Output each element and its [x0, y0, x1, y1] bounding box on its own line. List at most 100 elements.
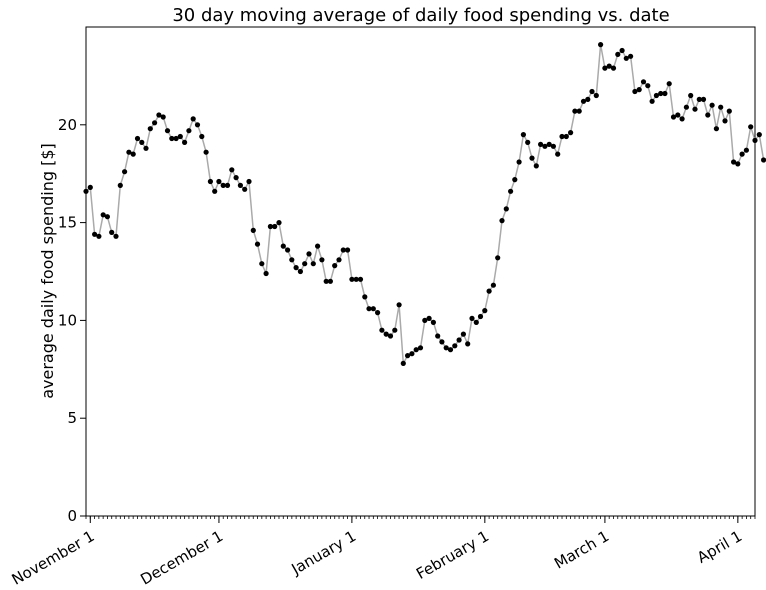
data-point	[134, 135, 141, 142]
data-point	[246, 178, 252, 185]
data-point	[212, 188, 218, 194]
data-point	[336, 257, 342, 263]
data-point	[327, 278, 333, 284]
data-point	[572, 108, 578, 114]
data-point	[756, 132, 762, 138]
data-point	[593, 92, 599, 99]
data-point	[460, 331, 466, 337]
data-point	[156, 112, 162, 118]
data-point	[666, 81, 672, 87]
data-point	[713, 126, 720, 132]
data-point	[430, 319, 436, 325]
data-point	[731, 159, 737, 165]
data-point	[143, 145, 149, 151]
data-point	[315, 243, 321, 249]
data-point	[679, 116, 685, 122]
data-point	[580, 98, 587, 104]
data-point	[542, 143, 548, 149]
data-point	[409, 351, 415, 357]
data-point	[490, 282, 496, 288]
x-tick-label: March 1	[551, 527, 612, 573]
data-point	[349, 276, 355, 282]
y-tick-label: 5	[67, 409, 77, 427]
data-point	[405, 353, 411, 359]
data-point	[199, 133, 205, 140]
data-point	[160, 114, 166, 120]
data-point	[696, 96, 702, 102]
data-point	[619, 47, 625, 54]
data-point	[456, 337, 462, 343]
data-point	[297, 268, 303, 275]
data-point	[147, 126, 153, 132]
data-point	[477, 313, 484, 320]
data-point	[508, 188, 514, 194]
y-axis-label: average daily food spending [$]	[38, 143, 57, 399]
data-point	[122, 169, 128, 175]
x-tick-label: January 1	[288, 527, 360, 579]
data-point	[152, 120, 158, 126]
data-point	[447, 347, 454, 353]
data-point	[109, 229, 115, 235]
data-point	[92, 231, 98, 237]
data-point	[396, 302, 402, 308]
data-point	[529, 155, 535, 161]
data-point	[379, 327, 385, 333]
data-point	[692, 106, 698, 112]
data-point	[735, 161, 741, 167]
data-point	[503, 206, 509, 212]
data-point	[589, 88, 595, 95]
data-point	[182, 139, 188, 145]
data-point	[289, 257, 295, 263]
data-point	[177, 133, 183, 140]
data-point	[190, 116, 196, 122]
data-point	[362, 294, 368, 300]
chart-title: 30 day moving average of daily food spen…	[172, 5, 669, 26]
y-ticks: 0 5 10 15 20	[58, 116, 86, 525]
data-point	[435, 333, 441, 339]
data-point	[516, 159, 522, 165]
data-point	[83, 188, 89, 194]
data-point	[237, 182, 243, 188]
data-point	[512, 177, 518, 183]
data-point	[606, 63, 612, 69]
data-point	[186, 128, 192, 134]
data-point	[302, 261, 308, 267]
data-point	[100, 212, 106, 218]
data-point	[705, 112, 711, 118]
data-point	[555, 151, 561, 157]
data-point	[370, 306, 376, 312]
data-point	[602, 65, 608, 71]
data-point	[383, 331, 389, 337]
data-point	[366, 306, 372, 312]
data-point	[538, 141, 544, 147]
data-point	[375, 310, 381, 316]
data-point	[452, 343, 458, 349]
data-point	[636, 87, 642, 93]
data-point	[628, 53, 634, 59]
data-point	[263, 270, 269, 277]
data-point	[117, 182, 123, 188]
x-tick-label: December 1	[137, 527, 226, 589]
data-point	[632, 88, 638, 95]
data-point	[761, 157, 766, 163]
x-tick-label: February 1	[413, 527, 492, 583]
data-point	[645, 83, 651, 89]
x-ticks: November 1 December 1 January 1 February 1 M…	[9, 516, 756, 589]
data-point	[585, 96, 591, 102]
data-point	[465, 341, 471, 347]
data-point	[658, 90, 664, 97]
data-point	[242, 186, 248, 192]
data-point	[623, 55, 629, 61]
data-point	[649, 98, 655, 104]
data-point	[276, 220, 282, 226]
data-point	[259, 261, 265, 267]
data-point	[267, 223, 273, 230]
y-tick-label: 20	[58, 116, 77, 134]
data-point	[486, 288, 492, 294]
data-point	[550, 143, 557, 149]
data-point	[426, 315, 432, 321]
y-tick-label: 15	[58, 214, 77, 232]
data-point	[752, 137, 758, 143]
data-point	[469, 315, 475, 321]
